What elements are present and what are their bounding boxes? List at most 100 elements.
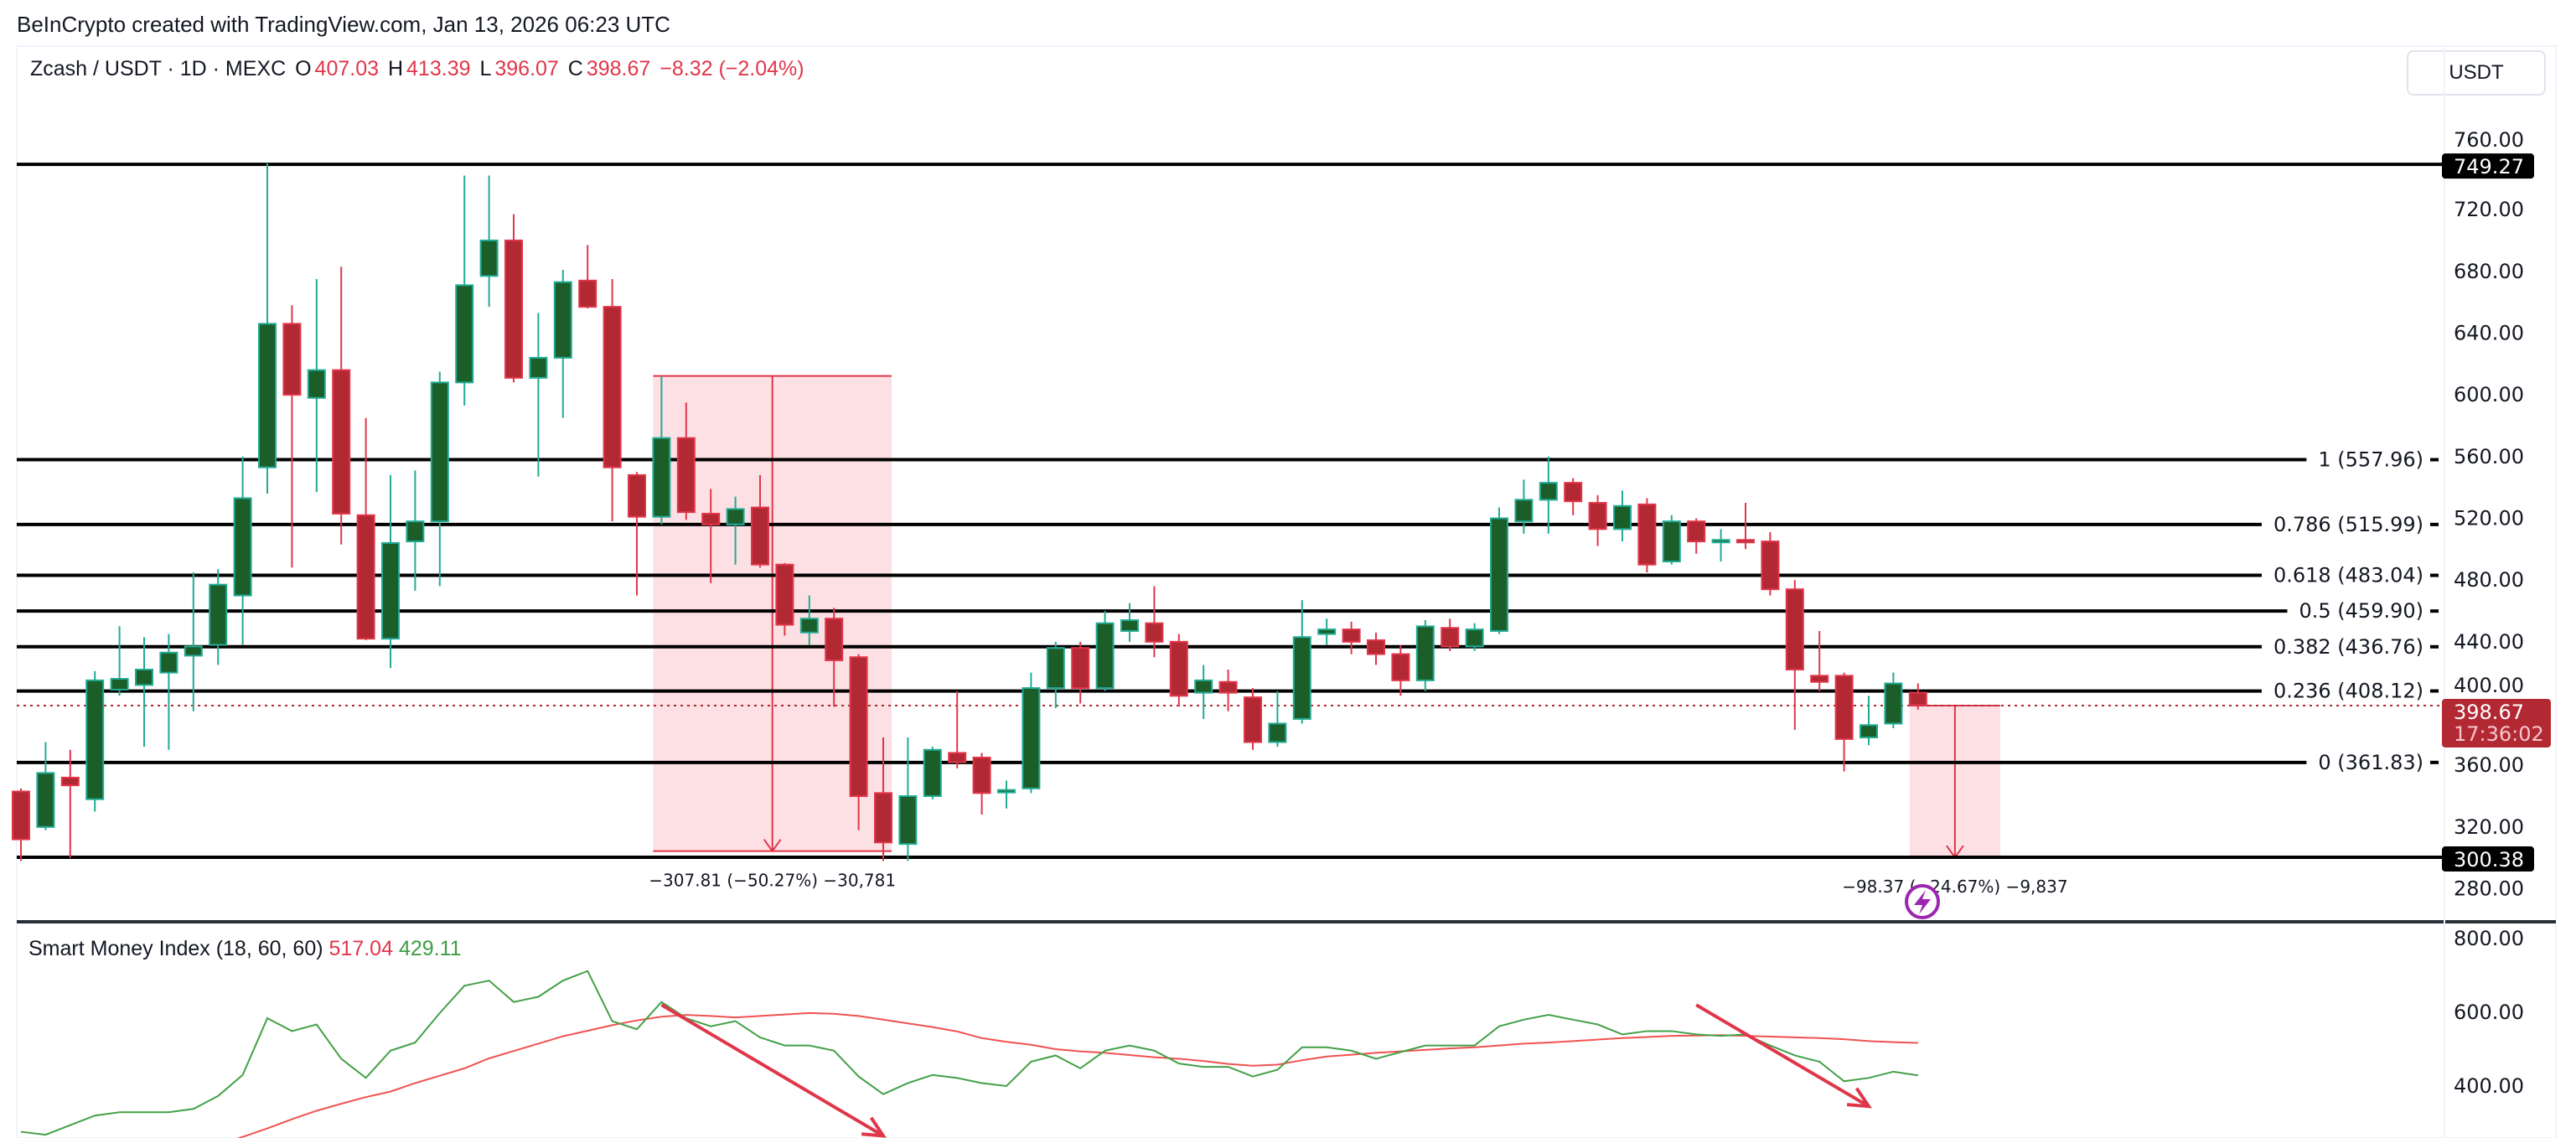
price-tick-label: 360.00 bbox=[2454, 753, 2524, 777]
smi-legend: Smart Money Index (18, 60, 60) 517.04 42… bbox=[28, 937, 462, 961]
chart-border bbox=[16, 45, 2557, 1138]
candle-body bbox=[1415, 625, 1435, 681]
fib-level-label: 0.618 (483.04) bbox=[2273, 564, 2423, 587]
candle bbox=[1391, 644, 1410, 696]
candle bbox=[825, 608, 844, 707]
smi-tick-label: 400.00 bbox=[2454, 1074, 2524, 1098]
candle-body bbox=[504, 239, 523, 379]
candle bbox=[307, 278, 326, 493]
candle-body bbox=[479, 239, 499, 277]
candle-countdown: 17:36:02 bbox=[2454, 722, 2544, 746]
candle bbox=[258, 163, 277, 494]
currency-button[interactable]: USDT bbox=[2407, 50, 2546, 96]
candle bbox=[1465, 623, 1484, 651]
candle-body bbox=[1367, 639, 1385, 655]
candle-body bbox=[603, 306, 622, 468]
candle bbox=[751, 474, 769, 568]
candle bbox=[1687, 518, 1706, 554]
candle-body bbox=[1514, 499, 1534, 523]
price-tick-label: 280.00 bbox=[2454, 877, 2524, 901]
candle bbox=[1613, 490, 1632, 542]
candle-body bbox=[676, 437, 696, 514]
candle-body bbox=[233, 497, 252, 597]
candle-body bbox=[1169, 640, 1188, 697]
candle bbox=[233, 456, 252, 645]
candle bbox=[923, 747, 942, 799]
candle bbox=[1292, 600, 1311, 724]
measure-label: −307.81 (−50.27%) −30,781 bbox=[649, 871, 896, 891]
candle-body bbox=[1218, 680, 1238, 694]
candle bbox=[184, 572, 203, 711]
candle-body bbox=[701, 512, 721, 525]
candle bbox=[628, 472, 646, 596]
candle-body bbox=[578, 279, 597, 308]
candle-body bbox=[110, 678, 129, 691]
candle bbox=[282, 305, 302, 568]
candle-body bbox=[1292, 636, 1311, 720]
candle-body bbox=[1637, 503, 1657, 566]
candle-body bbox=[1761, 541, 1780, 591]
candle-body bbox=[849, 656, 868, 798]
candle-body bbox=[12, 790, 30, 841]
candle-body bbox=[1441, 627, 1460, 648]
candle bbox=[1637, 498, 1657, 572]
candle bbox=[1564, 478, 1583, 515]
fib-level-label: 1 (557.96) bbox=[2318, 448, 2423, 472]
candle-body bbox=[1095, 622, 1115, 690]
smi-main-line bbox=[20, 970, 1918, 1136]
candle bbox=[479, 175, 499, 308]
candle bbox=[1145, 586, 1164, 658]
candle bbox=[1022, 672, 1041, 794]
candle-body bbox=[997, 789, 1016, 794]
candle bbox=[381, 474, 400, 669]
candle-body bbox=[1736, 539, 1755, 544]
smi-tick-label: 800.00 bbox=[2454, 927, 2524, 950]
candles bbox=[12, 163, 1927, 861]
price-tick-label: 560.00 bbox=[2454, 445, 2524, 468]
fib-level-label: 0.786 (515.99) bbox=[2273, 513, 2423, 536]
smi-signal-line bbox=[236, 1011, 1918, 1138]
candle bbox=[455, 175, 474, 406]
candle bbox=[701, 489, 721, 583]
level-badge-label: 300.38 bbox=[2454, 848, 2524, 872]
candle-body bbox=[1860, 724, 1878, 739]
candle-body bbox=[923, 748, 942, 798]
candle bbox=[1194, 665, 1213, 719]
candle bbox=[1268, 691, 1287, 747]
candle-body bbox=[1071, 647, 1090, 690]
candle bbox=[799, 595, 819, 645]
current-price-value: 398.67 bbox=[2454, 701, 2524, 724]
lightning-bolt bbox=[1914, 890, 1931, 914]
candle bbox=[1218, 669, 1238, 711]
trend-arrow-head bbox=[861, 1116, 887, 1138]
candle bbox=[430, 371, 449, 587]
candle bbox=[1514, 479, 1534, 534]
candle bbox=[1736, 503, 1755, 550]
candle-body bbox=[1588, 502, 1607, 530]
candle bbox=[1415, 620, 1435, 691]
candle-body bbox=[258, 323, 277, 468]
symbol-name[interactable]: Zcash / USDT · 1D · MEXC bbox=[30, 57, 287, 80]
candle-body bbox=[406, 520, 425, 543]
candle-body bbox=[799, 618, 819, 634]
candle-body bbox=[529, 356, 548, 379]
lightning-icon bbox=[1905, 884, 1940, 919]
candle-body bbox=[1490, 517, 1508, 632]
price-tick-label: 600.00 bbox=[2454, 383, 2524, 406]
measure-label: −98.37 (−24.67%) −9,837 bbox=[1842, 877, 2067, 897]
candle bbox=[997, 780, 1016, 809]
candle bbox=[1860, 696, 1878, 746]
candle-body bbox=[1884, 682, 1903, 725]
candle bbox=[1539, 456, 1558, 534]
candle bbox=[1761, 532, 1780, 596]
candle bbox=[775, 562, 794, 636]
fib-level-label: 0.5 (459.90) bbox=[2299, 599, 2424, 623]
price-tick-label: 440.00 bbox=[2454, 630, 2524, 654]
smi-title[interactable]: Smart Money Index (18, 60, 60) bbox=[28, 937, 323, 960]
candle-body bbox=[159, 651, 178, 674]
open-value: 407.03 bbox=[314, 57, 380, 80]
smi-tick-label: 600.00 bbox=[2454, 1001, 2524, 1024]
price-tick-label: 720.00 bbox=[2454, 198, 2524, 221]
